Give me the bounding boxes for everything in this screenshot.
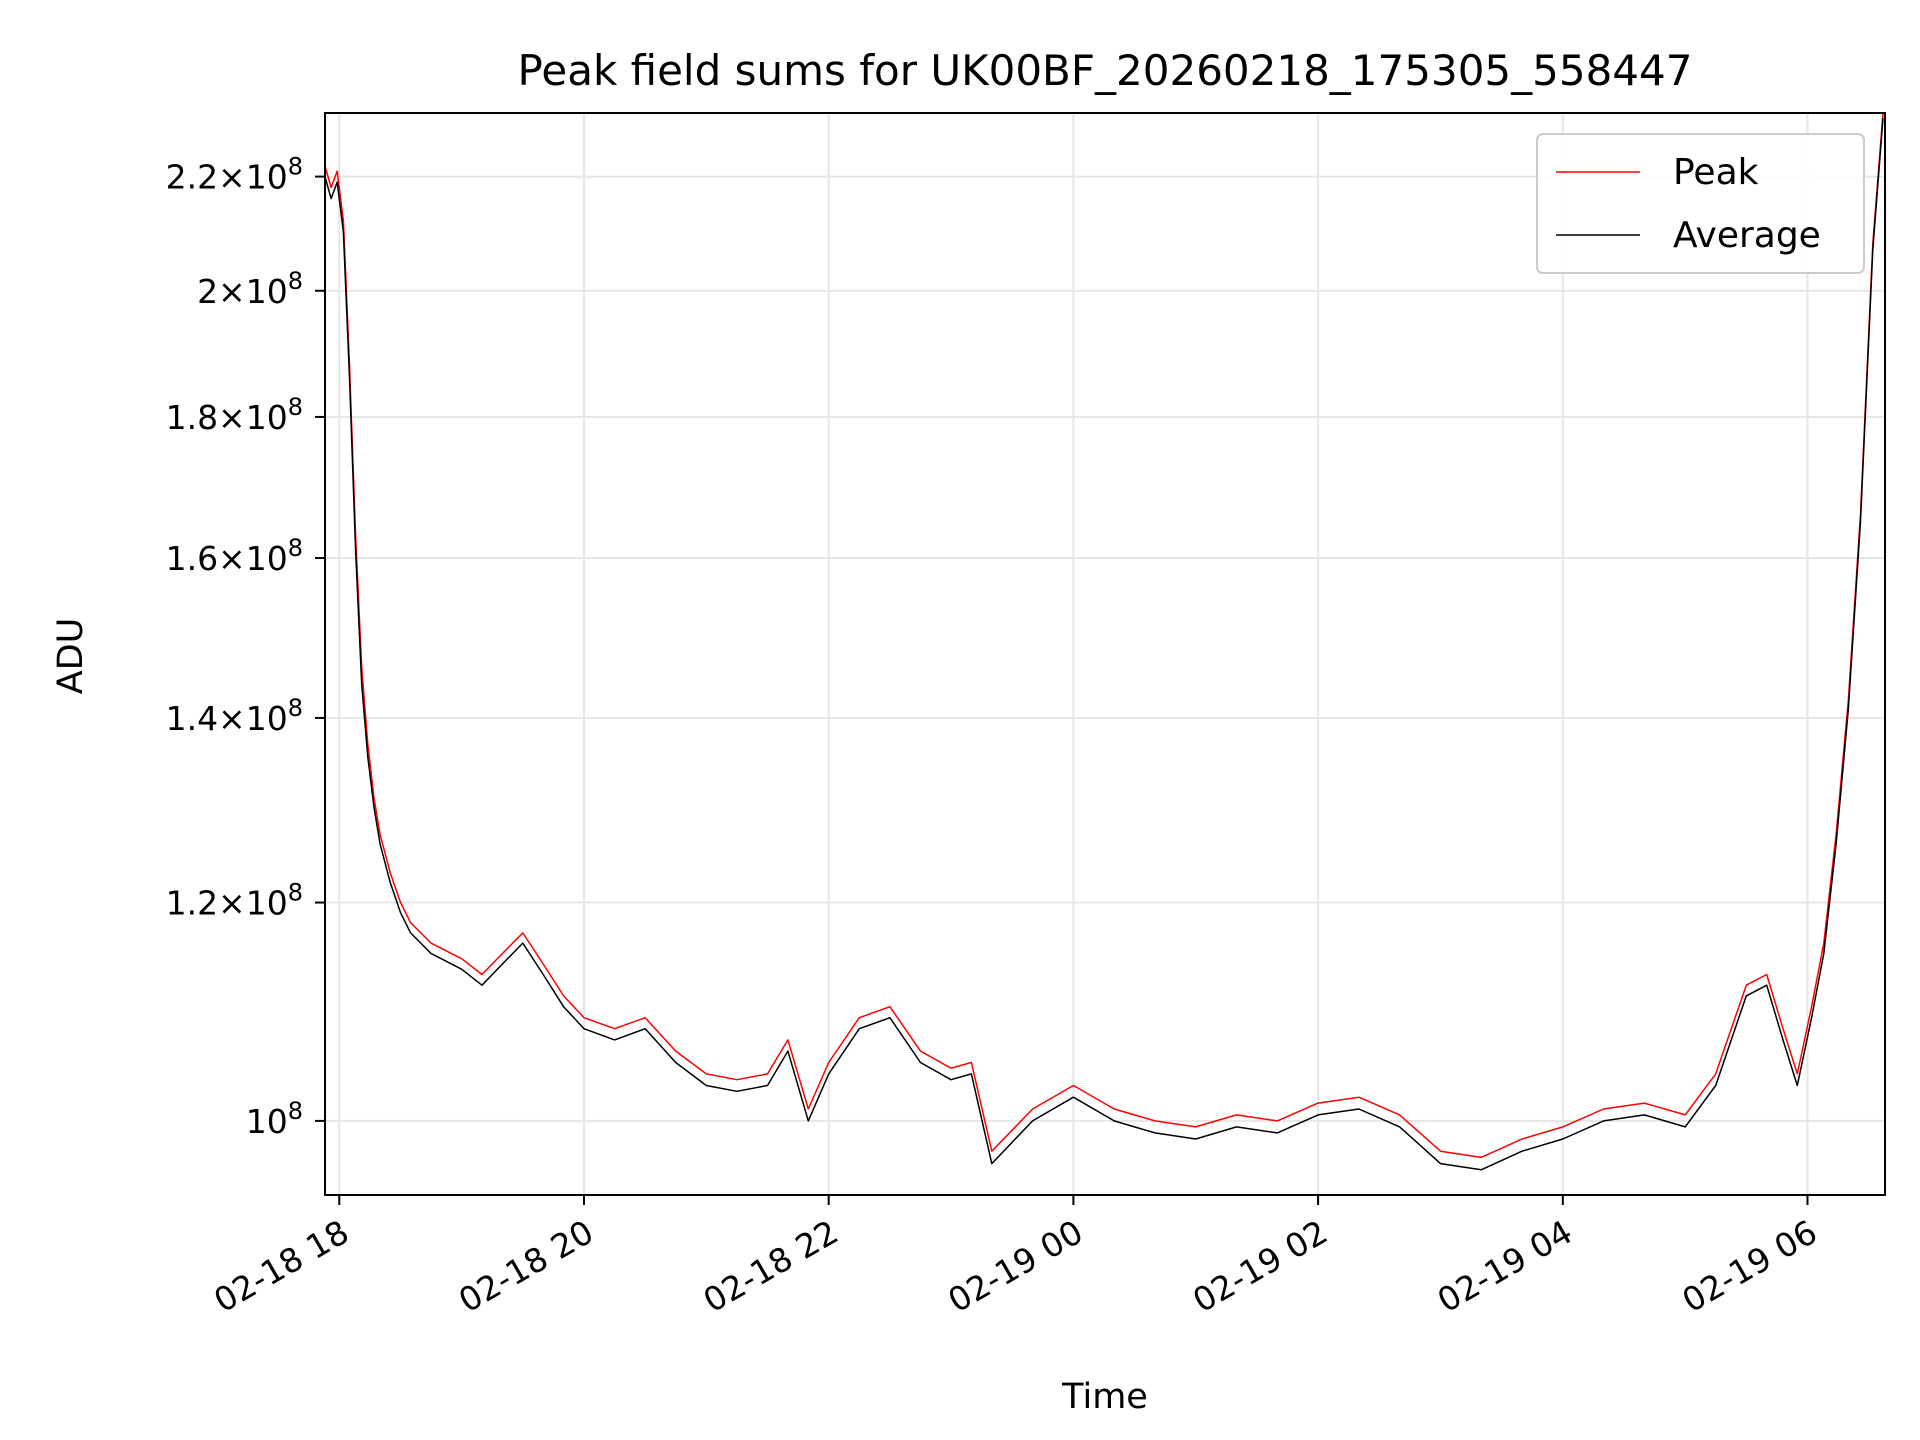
plot-frame [324,112,1886,1196]
series-line-peak [325,113,1884,1159]
series-layer [325,113,1884,1171]
y-tick-label: 2×108 [197,267,303,311]
y-tick-label: 1.4×108 [166,694,303,738]
y-tick-label: 1.2×108 [166,879,303,923]
y-tick-label: 108 [246,1097,303,1141]
legend-label-average: Average [1673,215,1821,256]
x-axis-title: Time [1061,1377,1148,1417]
legend-box [1536,133,1865,274]
y-tick-label: 2.2×108 [166,153,303,197]
y-axis: 108 1.2×108 1.4×108 1.6×108 1.8×108 2×108 2.2×… [166,153,325,1141]
y-tick-label: 1.8×108 [166,393,303,437]
y-tick-label: 1.6×108 [166,534,303,578]
chart-title: Peak field sums for UK00BF_20260218_1753… [518,46,1693,95]
y-axis-title: ADU [51,618,91,695]
grid-lines [325,113,1885,1195]
series-line-average [325,118,1884,1171]
legend-label-peak: Peak [1673,152,1759,193]
legend: Peak Average [1536,133,1865,274]
